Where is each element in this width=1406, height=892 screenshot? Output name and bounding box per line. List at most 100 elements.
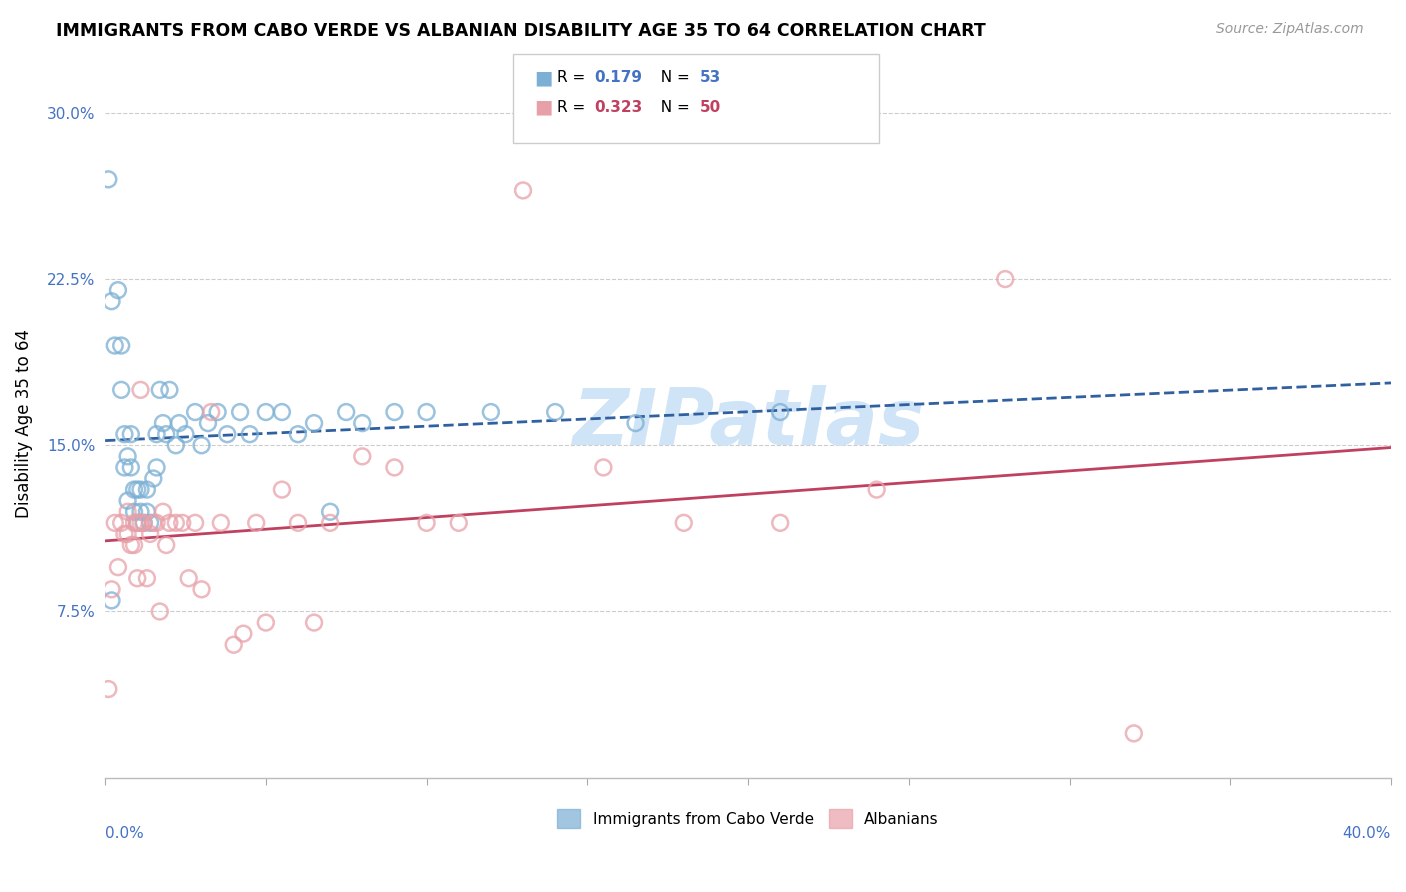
Point bbox=[117, 505, 139, 519]
Point bbox=[142, 471, 165, 485]
Text: Source: ZipAtlas.com: Source: ZipAtlas.com bbox=[1216, 22, 1364, 37]
Point bbox=[110, 383, 132, 397]
Point bbox=[112, 427, 135, 442]
Point bbox=[287, 427, 309, 442]
Point bbox=[271, 405, 294, 419]
Point bbox=[100, 582, 122, 597]
Point bbox=[152, 505, 174, 519]
Point bbox=[190, 582, 212, 597]
Point bbox=[217, 427, 239, 442]
Point bbox=[165, 438, 187, 452]
Point bbox=[139, 516, 162, 530]
Text: ■: ■ bbox=[534, 68, 553, 87]
Text: N =: N = bbox=[651, 70, 695, 85]
Text: 0.323: 0.323 bbox=[595, 100, 643, 114]
Point bbox=[271, 483, 294, 497]
Point bbox=[117, 527, 139, 541]
Point bbox=[129, 505, 152, 519]
Text: ZIPatlas: ZIPatlas bbox=[572, 385, 924, 461]
Point bbox=[127, 516, 149, 530]
Point bbox=[287, 516, 309, 530]
Point bbox=[624, 416, 647, 430]
Point bbox=[112, 527, 135, 541]
Y-axis label: Disability Age 35 to 64: Disability Age 35 to 64 bbox=[15, 328, 32, 517]
Point bbox=[1122, 726, 1144, 740]
Point bbox=[132, 516, 155, 530]
Point bbox=[107, 283, 129, 297]
Point bbox=[672, 516, 695, 530]
Point bbox=[107, 560, 129, 574]
Point bbox=[209, 516, 232, 530]
Point bbox=[592, 460, 614, 475]
Point bbox=[254, 405, 277, 419]
Point bbox=[447, 516, 470, 530]
Point bbox=[139, 527, 162, 541]
Point bbox=[200, 405, 222, 419]
Point bbox=[207, 405, 229, 419]
Text: 40.0%: 40.0% bbox=[1343, 826, 1391, 841]
Point bbox=[112, 460, 135, 475]
Point bbox=[100, 294, 122, 309]
Point bbox=[167, 416, 190, 430]
Point bbox=[122, 516, 145, 530]
Point bbox=[866, 483, 889, 497]
Point bbox=[122, 505, 145, 519]
Point bbox=[197, 416, 219, 430]
Text: 53: 53 bbox=[700, 70, 721, 85]
Point bbox=[117, 493, 139, 508]
Point bbox=[152, 416, 174, 430]
Text: IMMIGRANTS FROM CABO VERDE VS ALBANIAN DISABILITY AGE 35 TO 64 CORRELATION CHART: IMMIGRANTS FROM CABO VERDE VS ALBANIAN D… bbox=[56, 22, 986, 40]
Point bbox=[155, 538, 177, 552]
Point bbox=[100, 593, 122, 607]
Point bbox=[415, 516, 437, 530]
Point bbox=[142, 516, 165, 530]
Point bbox=[239, 427, 262, 442]
Point bbox=[994, 272, 1017, 286]
Point bbox=[135, 483, 157, 497]
Point bbox=[145, 427, 167, 442]
Text: ■: ■ bbox=[534, 97, 553, 117]
Point bbox=[129, 516, 152, 530]
Point bbox=[254, 615, 277, 630]
Point bbox=[127, 483, 149, 497]
Point bbox=[97, 681, 120, 696]
Point bbox=[145, 460, 167, 475]
Point bbox=[132, 516, 155, 530]
Text: R =: R = bbox=[557, 70, 591, 85]
Point bbox=[120, 538, 142, 552]
Point bbox=[544, 405, 567, 419]
Point bbox=[177, 571, 200, 585]
Point bbox=[97, 172, 120, 186]
Point bbox=[352, 450, 374, 464]
Point bbox=[145, 516, 167, 530]
Point bbox=[157, 383, 180, 397]
Point bbox=[352, 416, 374, 430]
Point bbox=[384, 460, 406, 475]
Point bbox=[174, 427, 197, 442]
Point bbox=[155, 427, 177, 442]
Point bbox=[127, 516, 149, 530]
Point bbox=[222, 638, 245, 652]
Point bbox=[120, 427, 142, 442]
Point bbox=[245, 516, 267, 530]
Point bbox=[302, 416, 325, 430]
Point bbox=[384, 405, 406, 419]
Point bbox=[512, 183, 534, 197]
Point bbox=[335, 405, 357, 419]
Point bbox=[149, 383, 172, 397]
Point bbox=[165, 516, 187, 530]
Point bbox=[157, 516, 180, 530]
Text: 0.179: 0.179 bbox=[595, 70, 643, 85]
Point bbox=[319, 516, 342, 530]
Point bbox=[190, 438, 212, 452]
Point bbox=[769, 516, 792, 530]
Point bbox=[479, 405, 502, 419]
Point bbox=[104, 516, 127, 530]
Point bbox=[319, 505, 342, 519]
Point bbox=[149, 605, 172, 619]
Legend: Immigrants from Cabo Verde, Albanians: Immigrants from Cabo Verde, Albanians bbox=[551, 803, 945, 834]
Point bbox=[127, 571, 149, 585]
Point bbox=[302, 615, 325, 630]
Point bbox=[415, 405, 437, 419]
Text: R =: R = bbox=[557, 100, 591, 114]
